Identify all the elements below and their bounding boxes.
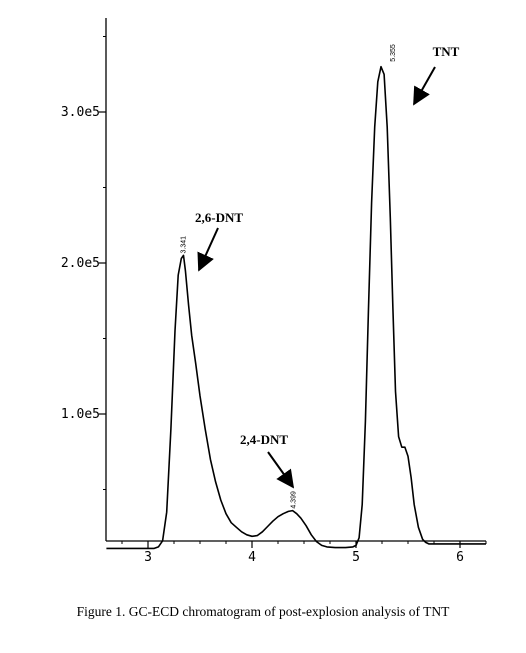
peak-arrow: [413, 66, 436, 106]
plot-area: 1.0e5 2.0e5 3.0e5 3 4 5 6 2,6-DNT 3.341 2,4-DNT 4.…: [61, 18, 487, 565]
retention-time-label: 5.355: [390, 44, 397, 62]
x-tick-label: 4: [248, 550, 256, 565]
figure-caption: Figure 1. GC-ECD chromatogram of post-ex…: [76, 604, 450, 619]
chromatogram-trace: [106, 65, 486, 550]
y-tick-label: 1.0e5: [61, 407, 100, 422]
peak-label: TNT: [433, 44, 460, 59]
peak-arrow: [197, 227, 219, 272]
x-tick-label: 5: [352, 550, 360, 565]
x-tick-label: 3: [144, 550, 152, 565]
x-tick-label: 6: [456, 550, 464, 565]
peak-label: 2,4-DNT: [240, 432, 288, 447]
y-tick-label: 2.0e5: [61, 256, 100, 271]
retention-time-label: 3.341: [180, 236, 187, 254]
y-tick-label: 3.0e5: [61, 105, 100, 120]
retention-time-label: 4.399: [290, 491, 297, 509]
peak-label: 2,6-DNT: [195, 210, 243, 225]
peak-arrow: [267, 451, 295, 489]
